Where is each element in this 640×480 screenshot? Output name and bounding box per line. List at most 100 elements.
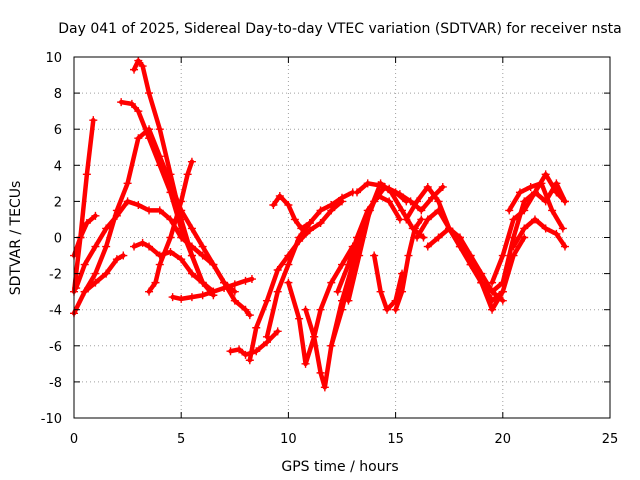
data-point xyxy=(235,345,244,354)
data-point xyxy=(226,347,235,356)
data-point xyxy=(134,201,143,210)
data-point xyxy=(520,233,529,242)
x-axis-label: GPS time / hours xyxy=(281,459,398,475)
data-point xyxy=(177,197,186,206)
data-point xyxy=(301,359,310,368)
data-point xyxy=(413,233,422,242)
data-point xyxy=(333,287,342,296)
y-tick-label: 10 xyxy=(45,51,62,66)
data-point xyxy=(385,197,394,206)
data-point xyxy=(187,224,196,233)
data-point xyxy=(505,206,514,215)
data-point xyxy=(72,284,81,293)
data-point xyxy=(413,197,422,206)
data-point xyxy=(297,224,306,233)
series-trace-2 xyxy=(71,213,98,258)
data-point xyxy=(404,251,413,260)
data-point xyxy=(273,265,282,274)
data-point xyxy=(123,197,132,206)
data-point xyxy=(127,99,136,108)
series-trace-27 xyxy=(489,181,568,285)
data-point xyxy=(177,255,186,264)
data-point xyxy=(262,296,271,305)
data-point xyxy=(269,201,278,210)
data-point xyxy=(262,332,271,341)
data-point xyxy=(398,287,407,296)
data-point xyxy=(151,278,160,287)
data-point xyxy=(327,341,336,350)
data-point xyxy=(155,206,164,215)
data-point xyxy=(82,219,91,228)
series-trace-28 xyxy=(511,217,568,249)
data-point xyxy=(498,251,507,260)
data-point xyxy=(477,278,486,287)
chart-title: Day 041 of 2025, Sidereal Day-to-day VTE… xyxy=(58,21,621,37)
data-point xyxy=(438,182,447,191)
data-point xyxy=(560,197,569,206)
series-trace-14 xyxy=(271,193,313,231)
data-point xyxy=(541,170,550,179)
data-point xyxy=(316,206,325,215)
data-point xyxy=(498,296,507,305)
y-tick-label: 4 xyxy=(54,159,62,174)
data-point xyxy=(80,287,89,296)
data-point xyxy=(537,179,546,188)
data-point xyxy=(488,305,497,314)
x-tick-label: 20 xyxy=(495,432,512,447)
data-point xyxy=(488,278,497,287)
y-tick-label: -8 xyxy=(49,376,62,391)
data-point xyxy=(230,280,239,289)
data-point xyxy=(301,305,310,314)
data-point xyxy=(558,224,567,233)
data-point xyxy=(155,161,164,170)
data-point xyxy=(552,229,561,238)
data-point xyxy=(80,260,89,269)
data-point xyxy=(320,383,329,392)
data-point xyxy=(552,179,561,188)
data-point xyxy=(187,251,196,260)
data-point xyxy=(273,327,282,336)
data-point xyxy=(509,242,518,251)
data-point xyxy=(145,89,154,98)
data-point xyxy=(417,206,426,215)
data-point xyxy=(402,215,411,224)
data-point xyxy=(445,224,454,233)
data-point xyxy=(284,278,293,287)
data-point xyxy=(155,251,164,260)
data-point xyxy=(338,305,346,314)
data-point xyxy=(466,260,475,269)
y-tick-label: -2 xyxy=(49,268,62,283)
data-point xyxy=(112,255,121,264)
data-point xyxy=(177,215,186,224)
data-point xyxy=(166,215,175,224)
data-point xyxy=(245,356,254,365)
data-point xyxy=(515,188,524,197)
y-axis-label: SDTVAR / TECUs xyxy=(8,181,24,296)
series-trace-9 xyxy=(131,240,216,294)
data-point xyxy=(548,206,557,215)
data-point xyxy=(305,219,314,228)
data-point xyxy=(102,224,111,233)
data-point xyxy=(82,170,91,179)
data-point xyxy=(155,125,164,134)
data-point xyxy=(220,284,229,293)
y-tick-label: 8 xyxy=(54,87,62,102)
data-point xyxy=(498,278,507,287)
data-point xyxy=(376,287,385,296)
data-point xyxy=(273,287,282,296)
data-point xyxy=(530,215,539,224)
data-point xyxy=(112,206,121,215)
y-tick-label: 0 xyxy=(54,232,62,247)
data-point xyxy=(198,251,207,260)
data-point xyxy=(370,251,379,260)
y-tick-label: -4 xyxy=(49,304,62,319)
data-point xyxy=(353,233,362,242)
series-trace-29 xyxy=(506,181,566,231)
data-point xyxy=(541,224,550,233)
y-tick-label: -10 xyxy=(41,412,62,427)
series-trace-23 xyxy=(404,184,506,303)
axis-ticks: 0 5 10 15 20 25 -10 -8 -6 -4 -2 0 2 4 6 8 10 xyxy=(41,51,619,447)
data-point xyxy=(166,170,175,179)
data-point xyxy=(145,242,154,251)
data-point xyxy=(198,291,207,300)
